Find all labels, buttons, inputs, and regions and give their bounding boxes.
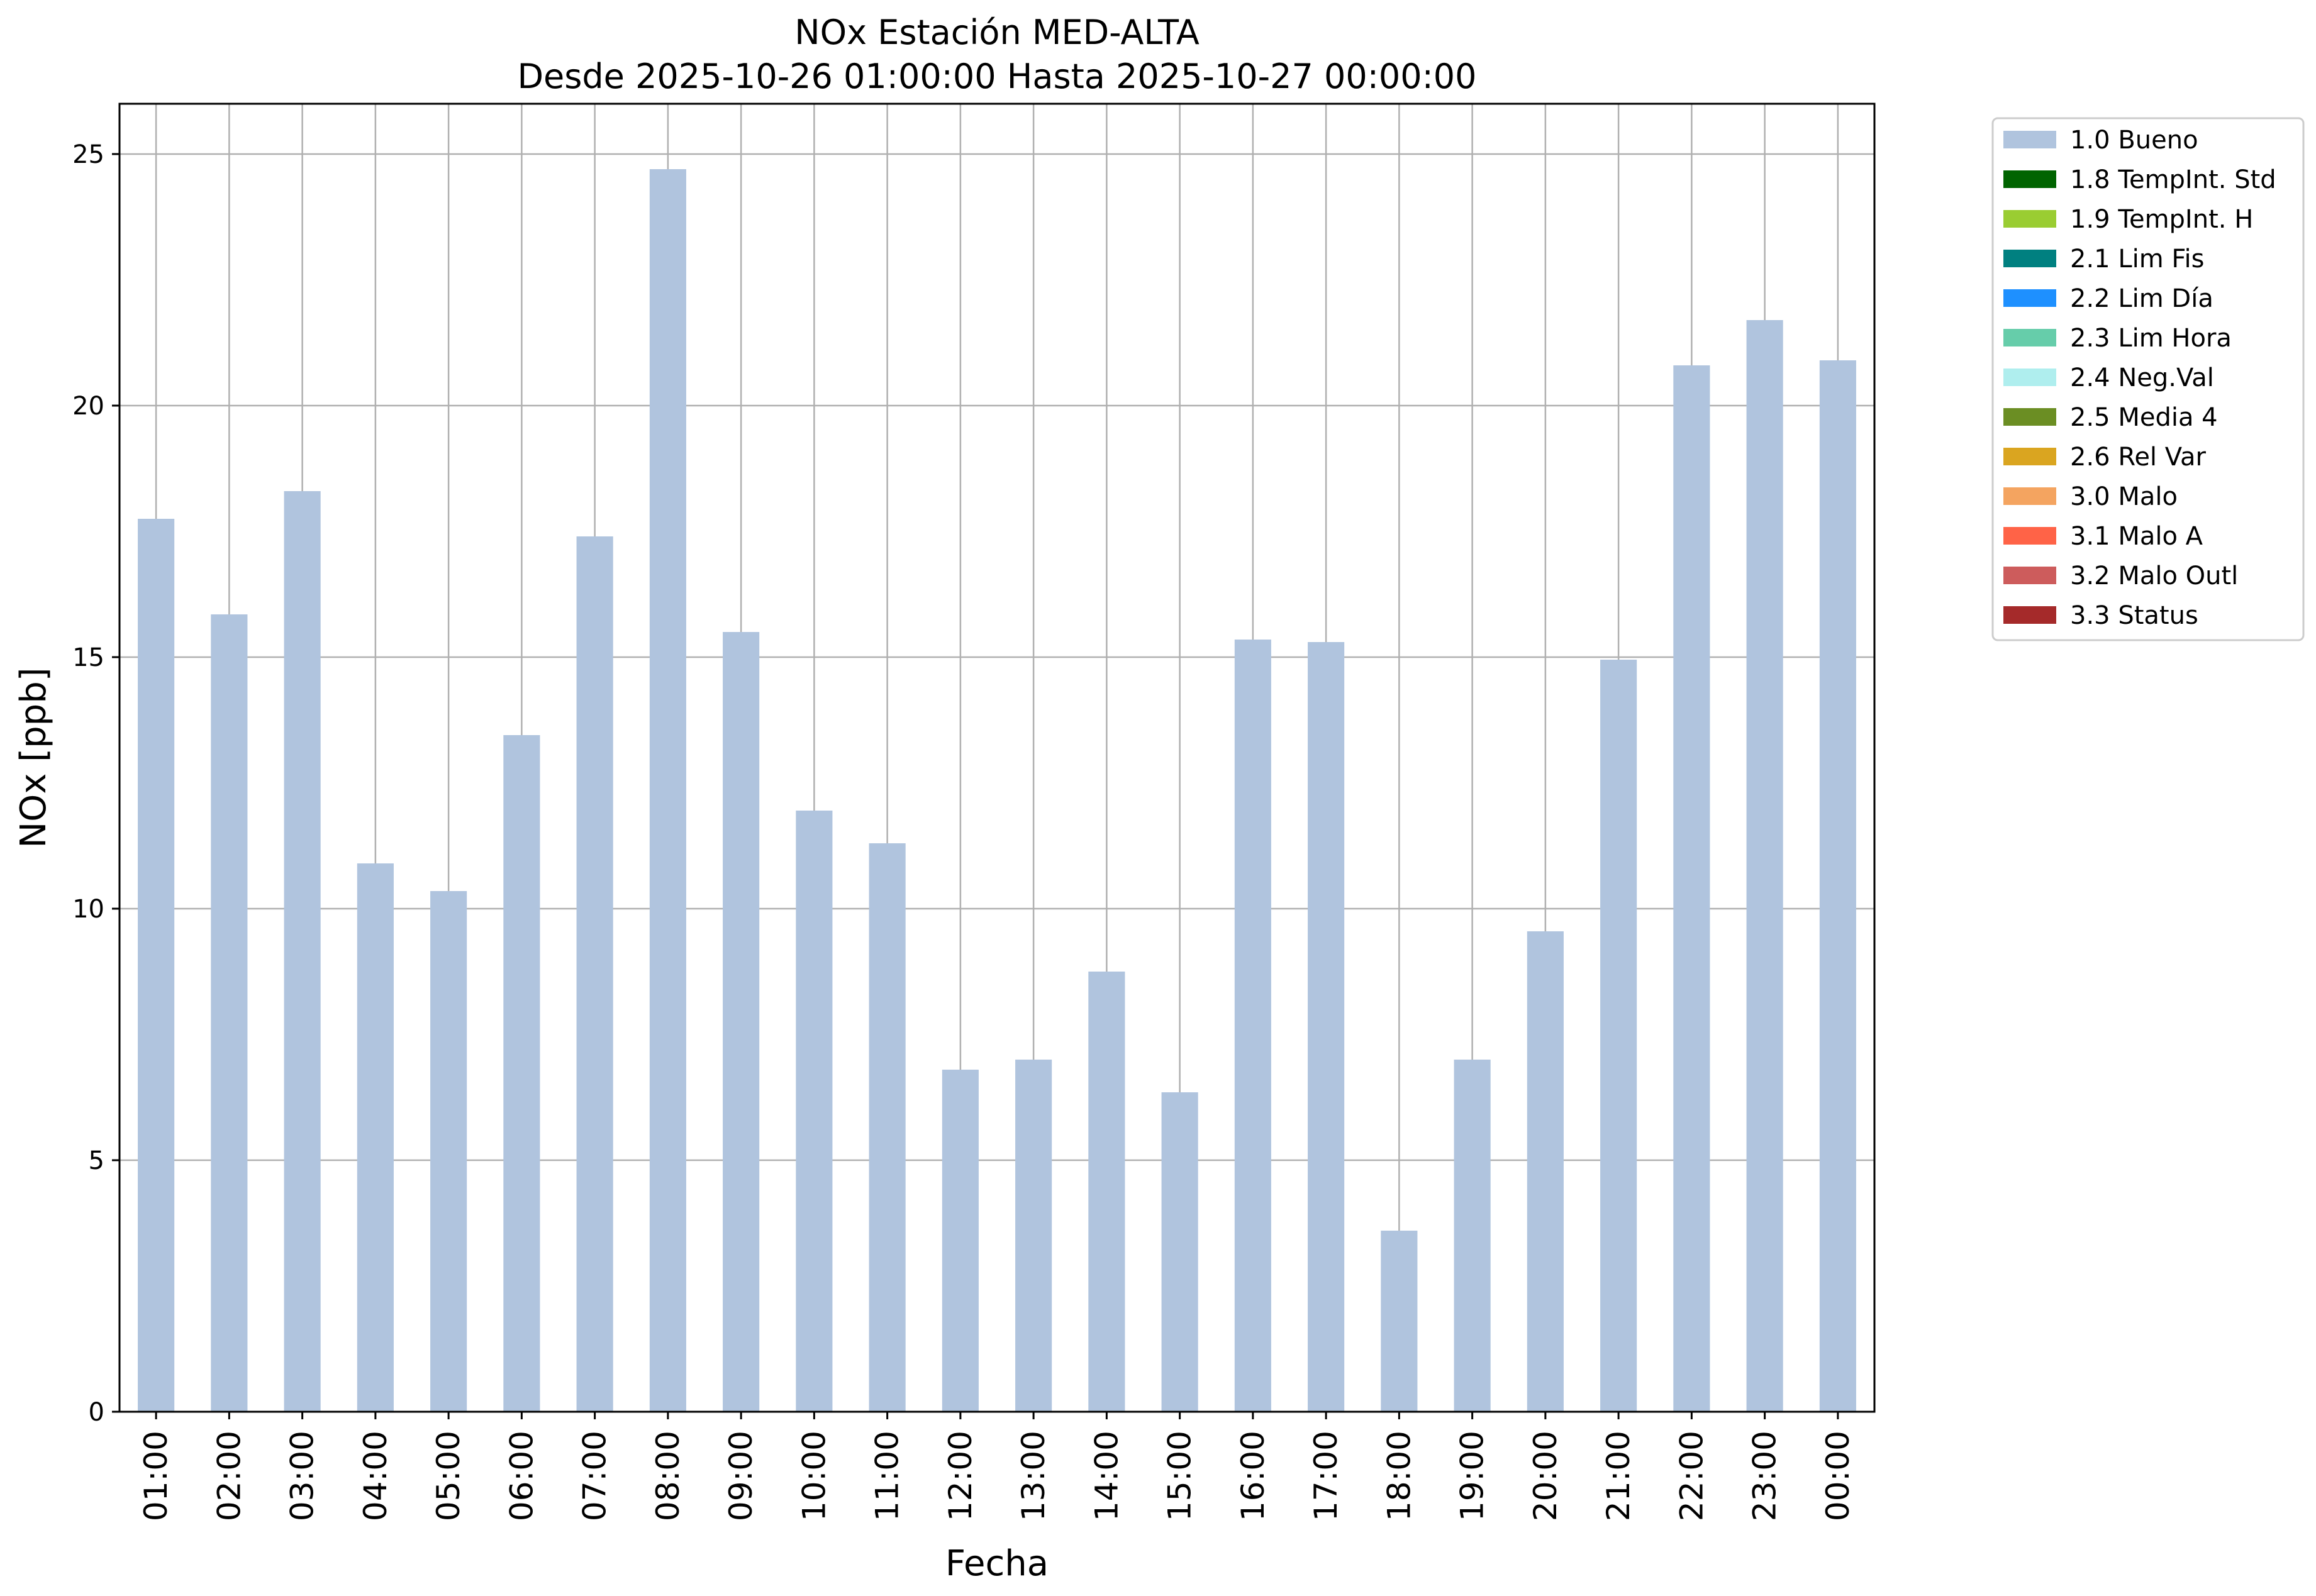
- legend-swatch: [2003, 567, 2056, 584]
- legend-label: 2.1 Lim Fis: [2070, 245, 2204, 274]
- x-tick-label: 20:00: [1527, 1431, 1564, 1521]
- legend-label: 1.8 TempInt. Std: [2070, 165, 2276, 194]
- legend-label: 3.1 Malo A: [2070, 522, 2203, 551]
- legend-swatch: [2003, 170, 2056, 188]
- bar: [1161, 1092, 1198, 1412]
- bar: [576, 536, 613, 1412]
- legend-swatch: [2003, 448, 2056, 465]
- bars: [138, 169, 1856, 1412]
- x-tick-label: 13:00: [1015, 1431, 1052, 1521]
- bar: [1454, 1060, 1491, 1412]
- bar: [796, 811, 833, 1412]
- bar: [1746, 320, 1783, 1412]
- legend-label: 2.6 Rel Var: [2070, 443, 2207, 472]
- bar: [723, 632, 760, 1412]
- legend-swatch: [2003, 210, 2056, 228]
- x-tick-label: 22:00: [1673, 1431, 1710, 1521]
- x-tick-label: 21:00: [1600, 1431, 1637, 1521]
- x-tick-label: 19:00: [1454, 1431, 1491, 1521]
- legend-label: 2.5 Media 4: [2070, 403, 2218, 432]
- legend-swatch: [2003, 527, 2056, 545]
- bar: [503, 735, 540, 1412]
- bar: [357, 863, 394, 1412]
- legend-swatch: [2003, 329, 2056, 346]
- legend-label: 3.0 Malo: [2070, 482, 2178, 511]
- legend-swatch: [2003, 131, 2056, 148]
- x-axis-label: Fecha: [945, 1543, 1049, 1584]
- bar: [430, 891, 467, 1412]
- legend: 1.0 Bueno 1.8 TempInt. Std 1.9 TempInt. H 2…: [1991, 117, 2305, 641]
- legend-swatch: [2003, 250, 2056, 267]
- x-tick-label: 12:00: [942, 1431, 979, 1521]
- bar: [942, 1070, 979, 1412]
- bar: [1015, 1060, 1052, 1412]
- bar: [1308, 642, 1345, 1412]
- y-tick-label: 25: [72, 140, 104, 169]
- bar: [1234, 640, 1271, 1412]
- x-tick-label: 04:00: [357, 1431, 394, 1521]
- y-tick-label: 10: [72, 895, 104, 924]
- x-tick-label: 17:00: [1308, 1431, 1344, 1521]
- y-axis: 0 5 10 15 20 25: [72, 140, 120, 1427]
- bar: [1673, 365, 1710, 1412]
- bar: [649, 169, 686, 1412]
- bar: [1819, 360, 1856, 1412]
- legend-swatch: [2003, 289, 2056, 307]
- bar: [1600, 660, 1637, 1412]
- y-tick-label: 5: [89, 1146, 104, 1175]
- legend-label: 2.2 Lim Día: [2070, 284, 2213, 313]
- x-tick-label: 10:00: [796, 1431, 832, 1521]
- bar: [284, 491, 321, 1412]
- x-tick-label: 08:00: [650, 1431, 686, 1521]
- chart-subtitle: Desde 2025-10-26 01:00:00 Hasta 2025-10-…: [517, 57, 1476, 96]
- x-tick-label: 15:00: [1162, 1431, 1198, 1521]
- x-tick-label: 01:00: [138, 1431, 174, 1521]
- bar: [1381, 1231, 1418, 1412]
- legend-label: 1.9 TempInt. H: [2070, 205, 2253, 234]
- x-tick-label: 18:00: [1381, 1431, 1417, 1521]
- legend-swatch: [2003, 408, 2056, 426]
- bar: [211, 614, 248, 1412]
- legend-frame: [1991, 117, 2305, 641]
- bar: [1527, 931, 1564, 1412]
- legend-swatch: [2003, 606, 2056, 624]
- x-tick-label: 16:00: [1235, 1431, 1271, 1521]
- bar: [138, 519, 175, 1412]
- legend-label: 2.4 Neg.Val: [2070, 363, 2214, 392]
- y-axis-label: NOx [ppb]: [13, 667, 54, 848]
- legend-label: 3.2 Malo Outl: [2070, 562, 2238, 590]
- x-tick-label: 05:00: [430, 1431, 467, 1521]
- x-tick-label: 23:00: [1747, 1431, 1783, 1521]
- y-tick-label: 0: [89, 1398, 104, 1427]
- legend-label: 3.3 Status: [2070, 601, 2198, 630]
- legend-swatch: [2003, 487, 2056, 505]
- plot-frame: [118, 103, 1876, 1413]
- x-tick-label: 03:00: [284, 1431, 321, 1521]
- x-tick-label: 14:00: [1088, 1431, 1125, 1521]
- y-tick-label: 15: [72, 643, 104, 672]
- x-tick-label: 09:00: [723, 1431, 759, 1521]
- legend-label: 1.0 Bueno: [2070, 126, 2198, 155]
- x-tick-label: 11:00: [869, 1431, 906, 1521]
- x-axis: 01:00 02:00 03:00 04:00 05:00 06:00 07:00 08:00…: [138, 1412, 1856, 1521]
- x-tick-label: 06:00: [503, 1431, 540, 1521]
- legend-label: 2.3 Lim Hora: [2070, 324, 2232, 353]
- x-tick-label: 00:00: [1820, 1431, 1856, 1521]
- y-tick-label: 20: [72, 392, 104, 421]
- bar: [869, 843, 906, 1412]
- chart-title: NOx Estación MED-ALTA: [794, 13, 1200, 52]
- x-tick-label: 07:00: [577, 1431, 613, 1521]
- legend-swatch: [2003, 369, 2056, 386]
- bar: [1088, 972, 1125, 1412]
- x-tick-label: 02:00: [211, 1431, 247, 1521]
